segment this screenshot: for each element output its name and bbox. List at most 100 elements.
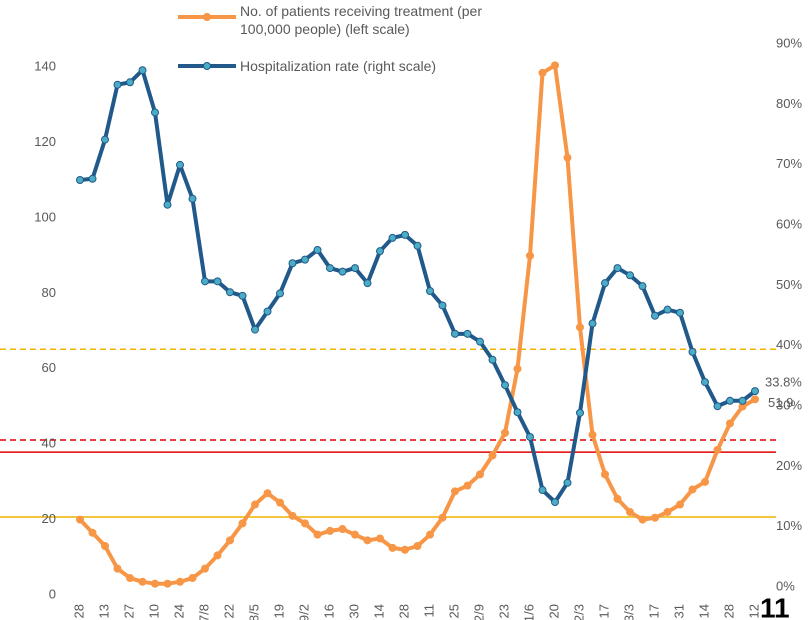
y2-tick-label: 30% xyxy=(776,397,802,412)
data-point xyxy=(726,419,734,428)
x-tick-label: 30 xyxy=(346,604,361,618)
data-point xyxy=(288,511,297,520)
data-point xyxy=(663,305,672,314)
y2-tick-label: 50% xyxy=(776,277,802,292)
x-tick-label: 28 xyxy=(721,604,736,618)
data-point xyxy=(676,308,684,317)
data-point xyxy=(426,286,434,295)
data-point xyxy=(163,200,172,209)
y2-tick-label: 20% xyxy=(776,458,802,473)
data-point xyxy=(576,323,584,332)
data-point xyxy=(563,478,572,487)
data-point xyxy=(438,513,447,522)
data-point xyxy=(651,311,659,320)
data-point xyxy=(601,470,609,479)
y-tick-label: 60 xyxy=(42,360,56,375)
data-point xyxy=(176,577,184,586)
data-point xyxy=(88,174,97,183)
data-point xyxy=(126,574,134,583)
data-point xyxy=(176,160,184,169)
data-point xyxy=(701,477,709,486)
legend-label: Hospitalization rate (right scale) xyxy=(240,58,437,74)
data-point xyxy=(576,408,584,417)
data-point xyxy=(351,264,359,273)
data-point xyxy=(451,487,459,496)
data-point xyxy=(638,282,647,291)
data-point xyxy=(338,525,347,534)
data-point xyxy=(476,470,484,479)
data-point xyxy=(501,428,509,437)
x-tick-label: 12 xyxy=(746,604,761,618)
data-point xyxy=(376,534,384,543)
data-point xyxy=(688,485,697,494)
data-point xyxy=(201,564,209,573)
data-point xyxy=(101,541,109,550)
data-point xyxy=(488,355,497,364)
data-point xyxy=(401,230,409,239)
data-point xyxy=(651,513,659,522)
data-point xyxy=(626,508,634,517)
data-point xyxy=(288,259,297,268)
data-point xyxy=(138,66,147,75)
x-tick-label: 22 xyxy=(221,604,236,618)
data-point xyxy=(463,329,472,338)
data-point xyxy=(526,432,534,441)
data-point xyxy=(426,530,434,539)
data-point xyxy=(638,515,647,524)
x-tick-label: 12/9 xyxy=(471,604,486,620)
data-point xyxy=(226,536,234,545)
series-line xyxy=(79,68,757,505)
data-point xyxy=(613,494,622,503)
data-point xyxy=(588,319,597,328)
data-point xyxy=(151,108,159,117)
data-point xyxy=(338,267,347,276)
data-point xyxy=(513,408,522,417)
data-point xyxy=(388,233,397,242)
x-tick-label: 17 xyxy=(596,604,611,618)
data-point xyxy=(138,577,147,586)
data-point xyxy=(238,291,247,300)
data-point xyxy=(526,251,534,260)
y-tick-label: 80 xyxy=(42,285,56,300)
x-tick-label: 2/3 xyxy=(571,604,586,620)
data-point xyxy=(413,241,422,250)
x-tick-label: 17 xyxy=(646,604,661,618)
data-point xyxy=(726,396,734,405)
x-tick-label: 28 xyxy=(71,604,86,618)
data-point xyxy=(551,61,559,70)
y-tick-label: 20 xyxy=(42,511,56,526)
x-tick-label: 11 xyxy=(421,604,436,618)
x-tick-label: 14 xyxy=(696,604,711,618)
legend-marker xyxy=(203,62,211,70)
x-tick-label: 9/2 xyxy=(296,604,311,620)
x-tick-label: 7/8 xyxy=(196,604,211,620)
data-point xyxy=(76,175,84,184)
x-tick-label: 20 xyxy=(546,604,561,618)
data-point xyxy=(713,445,722,454)
data-point xyxy=(301,519,309,528)
x-tick-label: 31 xyxy=(671,604,686,618)
data-point xyxy=(351,530,359,539)
data-point xyxy=(313,245,322,254)
data-point xyxy=(326,264,334,273)
data-point xyxy=(701,378,709,387)
data-point xyxy=(363,279,372,288)
x-tick-label: 14 xyxy=(371,604,386,618)
data-point xyxy=(613,264,622,273)
data-point xyxy=(113,564,122,573)
x-tick-label: 1/6 xyxy=(521,604,536,620)
data-point xyxy=(501,381,509,390)
data-point xyxy=(376,247,384,256)
page-number: 11 xyxy=(760,592,790,620)
x-tick-label: 27 xyxy=(121,604,136,618)
y-tick-label: 40 xyxy=(42,436,56,451)
y2-tick-label: 10% xyxy=(776,518,802,533)
y-tick-label: 100 xyxy=(34,209,56,224)
data-point xyxy=(251,500,259,509)
y2-tick-label: 60% xyxy=(776,217,802,232)
data-point xyxy=(213,277,222,286)
data-point xyxy=(263,489,272,498)
data-point xyxy=(276,289,284,298)
